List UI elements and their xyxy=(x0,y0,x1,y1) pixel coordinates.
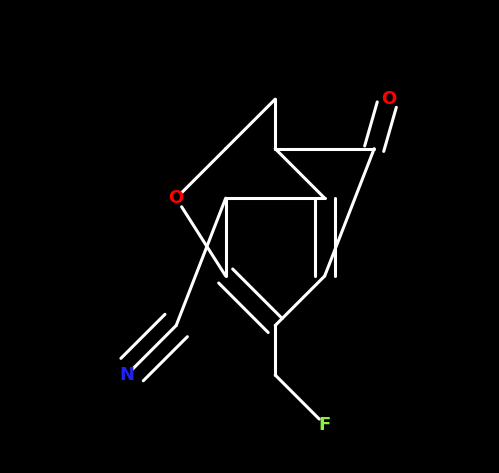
Text: F: F xyxy=(318,415,331,434)
Text: O: O xyxy=(381,90,396,108)
Text: N: N xyxy=(119,366,134,384)
Text: O: O xyxy=(169,189,184,207)
